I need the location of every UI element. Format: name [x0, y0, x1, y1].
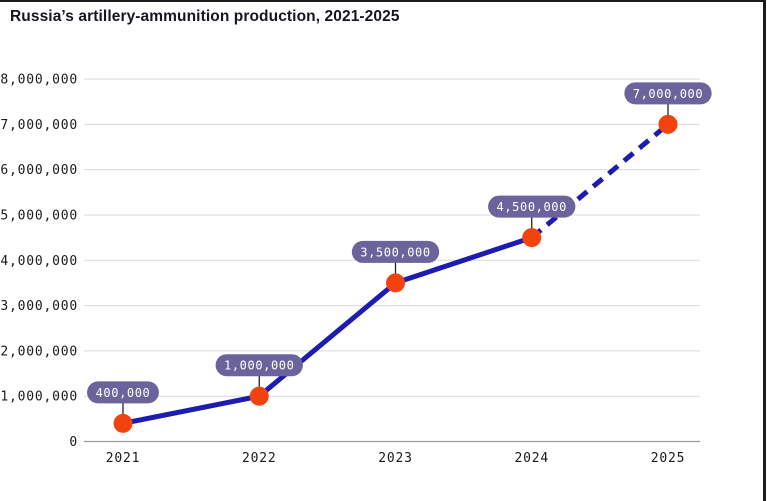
value-pill-label: 7,000,000	[633, 87, 703, 101]
data-point	[658, 114, 678, 134]
value-pill	[215, 354, 303, 377]
y-tick-label: 0	[69, 435, 78, 450]
value-pill	[488, 195, 576, 218]
value-pill-label: 3,500,000	[360, 245, 430, 259]
data-point	[522, 228, 542, 248]
value-pill-label: 1,000,000	[224, 359, 294, 373]
y-tick-label: 7,000,000	[0, 118, 78, 133]
y-tick-label: 8,000,000	[0, 73, 78, 88]
y-tick-label: 4,000,000	[0, 254, 78, 269]
chart-title: Russia’s artillery-ammunition production…	[10, 8, 400, 25]
value-pill	[624, 82, 712, 105]
y-tick-label: 5,000,000	[0, 208, 78, 223]
line-segment	[257, 280, 398, 399]
data-point	[113, 413, 133, 433]
y-tick-label: 6,000,000	[0, 163, 78, 178]
data-point	[386, 273, 405, 293]
x-tick-label: 2022	[242, 451, 277, 466]
right-border	[763, 0, 766, 501]
top-border	[0, 0, 764, 2]
y-tick-label: 1,000,000	[0, 390, 78, 405]
x-tick-label: 2025	[651, 451, 686, 466]
line-segment	[394, 235, 533, 286]
projection-line-segment	[530, 122, 670, 240]
value-pill	[351, 240, 440, 263]
y-tick-label: 2,000,000	[0, 344, 78, 359]
x-tick-label: 2024	[514, 451, 549, 466]
data-point	[249, 386, 269, 406]
value-pill-label: 4,500,000	[497, 200, 567, 214]
value-pill-label: 400,000	[96, 386, 151, 400]
x-tick-label: 2023	[378, 451, 413, 466]
line-segment	[122, 393, 260, 426]
y-tick-label: 3,000,000	[0, 299, 78, 314]
x-tick-label: 2021	[106, 451, 141, 466]
value-pill	[87, 381, 159, 404]
